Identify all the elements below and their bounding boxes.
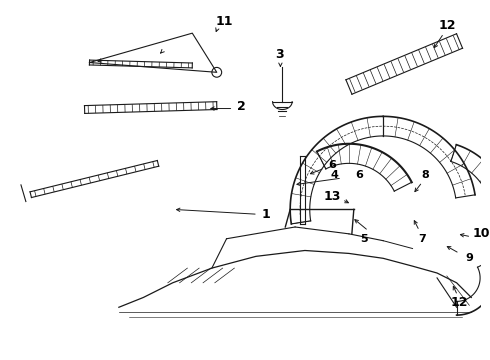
Text: 6: 6 <box>355 170 363 180</box>
Text: 10: 10 <box>472 228 490 240</box>
Text: 1: 1 <box>261 208 270 221</box>
Text: 5: 5 <box>360 234 368 244</box>
Text: 12: 12 <box>451 296 468 309</box>
Text: 11: 11 <box>216 15 233 28</box>
Text: 9: 9 <box>466 253 473 263</box>
Text: 3: 3 <box>275 48 284 61</box>
Text: 6: 6 <box>328 160 336 170</box>
Text: 7: 7 <box>418 234 426 244</box>
Text: 12: 12 <box>438 19 456 32</box>
Text: 8: 8 <box>421 170 429 180</box>
Text: 4: 4 <box>330 170 338 180</box>
Text: 13: 13 <box>323 190 341 203</box>
Text: 2: 2 <box>237 100 245 113</box>
